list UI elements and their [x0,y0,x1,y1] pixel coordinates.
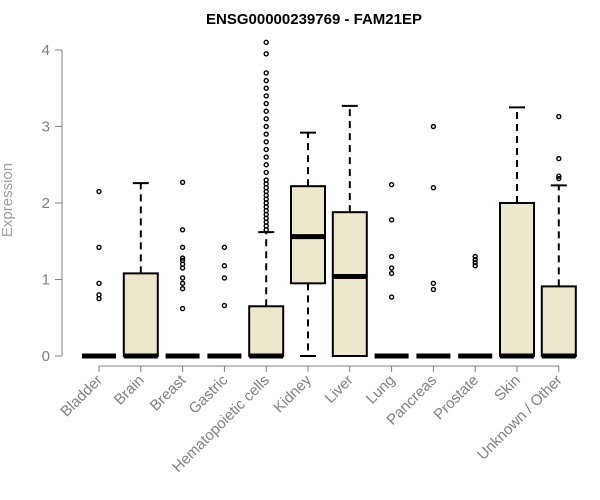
box-hematopoietic-cells [248,39,285,359]
outlier-point [96,244,102,251]
boxes-group [82,39,577,359]
outlier-point [263,146,269,153]
box-skin [499,106,535,359]
outlier-point [388,270,395,277]
outlier-point [472,263,478,269]
x-tick-label: Bladder [57,372,106,421]
outlier-point [221,263,228,269]
outlier-point [263,131,269,137]
x-tick-label: Lung [363,372,399,408]
y-tick-label: 1 [42,272,50,289]
outlier-point [388,294,395,300]
outlier-point [179,275,186,281]
outlier-point [430,286,437,293]
x-tick-label: Kidney [270,371,315,416]
outlier-point [263,100,269,107]
outlier-point [388,217,395,223]
x-tick-label: Breast [147,371,190,414]
box-body [499,202,535,357]
outlier-point [96,188,102,195]
outlier-point [263,51,269,57]
box-body [331,211,368,357]
outlier-point [179,280,186,287]
outlier-point [179,179,186,186]
outlier-point [430,184,437,191]
outlier-point [263,162,269,168]
box-lung [374,181,409,359]
outlier-point [263,177,269,183]
box-prostate [458,253,493,359]
outlier-point [179,257,186,264]
outlier-point [263,116,269,122]
box-kidney [290,131,326,357]
outlier-point [472,253,478,260]
outlier-point [556,175,562,182]
y-axis: 0 1 2 3 4 [42,42,63,365]
box-pancreas [416,123,451,359]
y-tick-label: 2 [42,195,50,212]
outlier-point [179,285,186,292]
outlier-point [472,256,478,263]
y-tick-label: 3 [42,119,50,136]
outlier-point [263,93,269,99]
outlier-point [221,275,228,281]
outlier-point [179,305,186,312]
outlier-point [263,123,269,130]
outlier-point [263,39,269,46]
outlier-point [556,173,562,179]
outlier-point [179,255,186,261]
chart-title: ENSG00000239769 - FAM21EP [206,11,422,28]
outlier-point [388,181,395,188]
outlier-point [96,292,102,298]
y-tick-label: 4 [42,42,50,59]
box-gastric [207,244,242,359]
outlier-point [263,154,269,160]
outlier-point [179,227,186,233]
outlier-point [388,265,395,271]
outlier-point [179,244,186,251]
x-tick-label: Brain [111,372,148,409]
box-breast [165,179,200,359]
outlier-point [388,253,395,260]
outlier-point [263,85,269,91]
outlier-point [430,123,437,130]
outlier-point [263,139,269,145]
outlier-point [221,244,228,251]
outlier-point [556,155,562,162]
box-body [248,305,285,357]
x-tick-label: Skin [491,372,524,405]
y-axis-label: Expression [0,163,16,237]
box-liver [331,104,368,357]
outlier-point [556,113,562,120]
box-bladder [82,188,116,359]
outlier-point [472,259,478,266]
outlier-point [263,77,269,84]
box-brain [122,182,159,359]
y-tick-label: 0 [42,348,50,365]
box-unknown-other [540,113,577,359]
x-tick-label: Prostate [430,372,482,424]
outlier-point [263,169,269,176]
outlier-point [221,302,228,309]
box-body [122,272,159,358]
outlier-point [263,108,269,114]
x-tick-label: Liver [322,372,357,407]
outlier-point [263,70,269,76]
box-body [540,285,577,358]
outlier-point [96,280,102,287]
outlier-point [430,280,437,287]
